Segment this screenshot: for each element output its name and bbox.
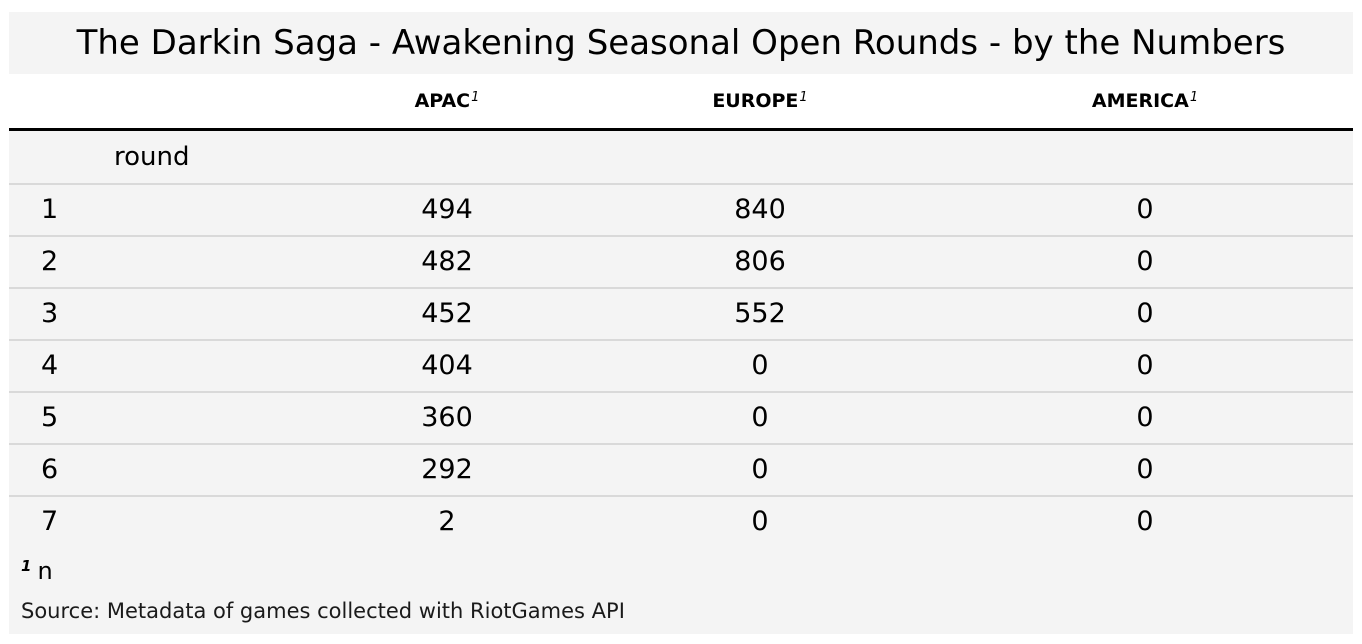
- apac-cell: 2: [438, 506, 456, 537]
- europe-cell: 0: [751, 454, 769, 485]
- table-row: 7 2 0 0: [9, 495, 1353, 547]
- stub-header-round: round: [114, 142, 190, 172]
- apac-cell: 360: [421, 402, 473, 433]
- europe-cell: 0: [751, 402, 769, 433]
- round-cell: 6: [41, 454, 59, 485]
- america-cell: 0: [1136, 402, 1154, 433]
- header-rule: [9, 128, 1353, 131]
- table-row: 1 494 840 0: [9, 183, 1353, 235]
- america-cell: 0: [1136, 454, 1154, 485]
- round-cell: 3: [41, 298, 59, 329]
- column-header-america-footnote-mark: 1: [1189, 90, 1199, 105]
- round-cell: 4: [41, 350, 59, 381]
- table-row: 2 482 806 0: [9, 235, 1353, 287]
- column-header-america: AMERICA1: [1092, 74, 1198, 128]
- europe-cell: 806: [734, 246, 786, 277]
- europe-cell: 840: [734, 194, 786, 225]
- table-frame: The Darkin Saga - Awakening Seasonal Ope…: [9, 12, 1353, 634]
- apac-cell: 494: [421, 194, 473, 225]
- column-header-europe-footnote-mark: 1: [799, 90, 808, 105]
- round-cell: 1: [41, 194, 59, 225]
- table-row: 5 360 0 0: [9, 391, 1353, 443]
- table-title: The Darkin Saga - Awakening Seasonal Ope…: [76, 23, 1286, 63]
- america-cell: 0: [1136, 246, 1154, 277]
- apac-cell: 452: [421, 298, 473, 329]
- footnote-text: n: [37, 557, 53, 585]
- round-cell: 7: [41, 506, 59, 537]
- america-cell: 0: [1136, 350, 1154, 381]
- apac-cell: 292: [421, 454, 473, 485]
- column-header-apac-footnote-mark: 1: [471, 90, 480, 105]
- america-cell: 0: [1136, 298, 1154, 329]
- europe-cell: 0: [751, 506, 769, 537]
- america-cell: 0: [1136, 506, 1154, 537]
- apac-cell: 404: [421, 350, 473, 381]
- round-cell: 2: [41, 246, 59, 277]
- table-row: 4 404 0 0: [9, 339, 1353, 391]
- america-cell: 0: [1136, 194, 1154, 225]
- round-cell: 5: [41, 402, 59, 433]
- column-header-row: APAC1 EUROPE1 AMERICA1: [9, 74, 1353, 128]
- source-note: Source: Metadata of games collected with…: [21, 599, 625, 623]
- table-row: 6 292 0 0: [9, 443, 1353, 495]
- column-header-europe: EUROPE1: [712, 74, 807, 128]
- column-header-europe-label: EUROPE: [712, 90, 799, 112]
- column-header-america-label: AMERICA: [1091, 90, 1189, 112]
- europe-cell: 0: [751, 350, 769, 381]
- column-header-apac: APAC1: [415, 74, 480, 128]
- apac-cell: 482: [421, 246, 473, 277]
- europe-cell: 552: [734, 298, 786, 329]
- footnote-mark: 1: [21, 557, 32, 575]
- table-row: 3 452 552 0: [9, 287, 1353, 339]
- column-header-apac-label: APAC: [414, 90, 471, 112]
